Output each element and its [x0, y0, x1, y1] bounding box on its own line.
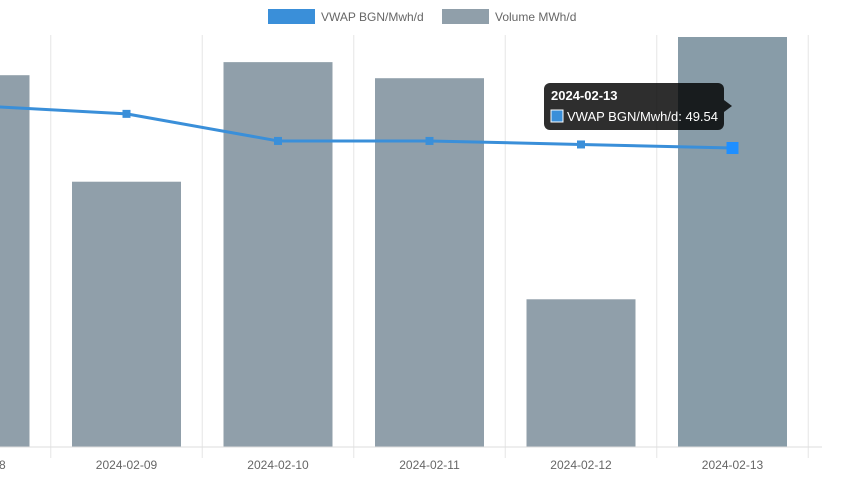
x-axis: 2024-02-08 2024-02-09 2024-02-10 2024-02-11…	[0, 446, 822, 472]
volume-bar[interactable]	[223, 62, 333, 447]
tooltip-caret	[724, 100, 732, 112]
tooltip-label: VWAP BGN/Mwh/d: 49.54	[567, 109, 718, 124]
volume-bars	[0, 37, 787, 448]
vwap-point[interactable]	[726, 142, 739, 155]
legend-label-volume[interactable]: Volume MWh/d	[495, 10, 576, 24]
tooltip-swatch	[550, 109, 564, 123]
x-tick-label: 2024-02-11	[399, 458, 460, 472]
tooltip-box	[544, 83, 724, 130]
vwap-line	[0, 105, 739, 155]
volume-bar[interactable]	[375, 78, 484, 448]
volume-bar[interactable]	[72, 181, 181, 447]
x-tick-label: 2024-02-08	[0, 458, 6, 472]
legend-label-vwap[interactable]: VWAP BGN/Mwh/d	[321, 10, 424, 24]
vwap-point[interactable]	[274, 136, 282, 145]
x-tick-label: 2024-02-09	[96, 458, 158, 472]
legend: VWAP BGN/Mwh/d Volume MWh/d	[268, 9, 576, 24]
vwap-point[interactable]	[577, 140, 585, 149]
x-tick-label: 2024-02-13	[702, 458, 764, 472]
x-tick-label: 2024-02-10	[247, 458, 309, 472]
legend-swatch-vwap[interactable]	[268, 9, 315, 24]
vwap-point[interactable]	[122, 109, 131, 118]
x-tick-label: 2024-02-12	[550, 458, 612, 472]
tooltip: 2024-02-13 VWAP BGN/Mwh/d: 49.54	[544, 83, 732, 130]
vwap-line-path	[0, 105, 733, 150]
volume-bar[interactable]	[526, 299, 636, 447]
volume-bar[interactable]	[0, 75, 30, 447]
legend-swatch-volume[interactable]	[442, 9, 489, 24]
vwap-point[interactable]	[425, 136, 434, 145]
tooltip-title: 2024-02-13	[551, 88, 618, 103]
